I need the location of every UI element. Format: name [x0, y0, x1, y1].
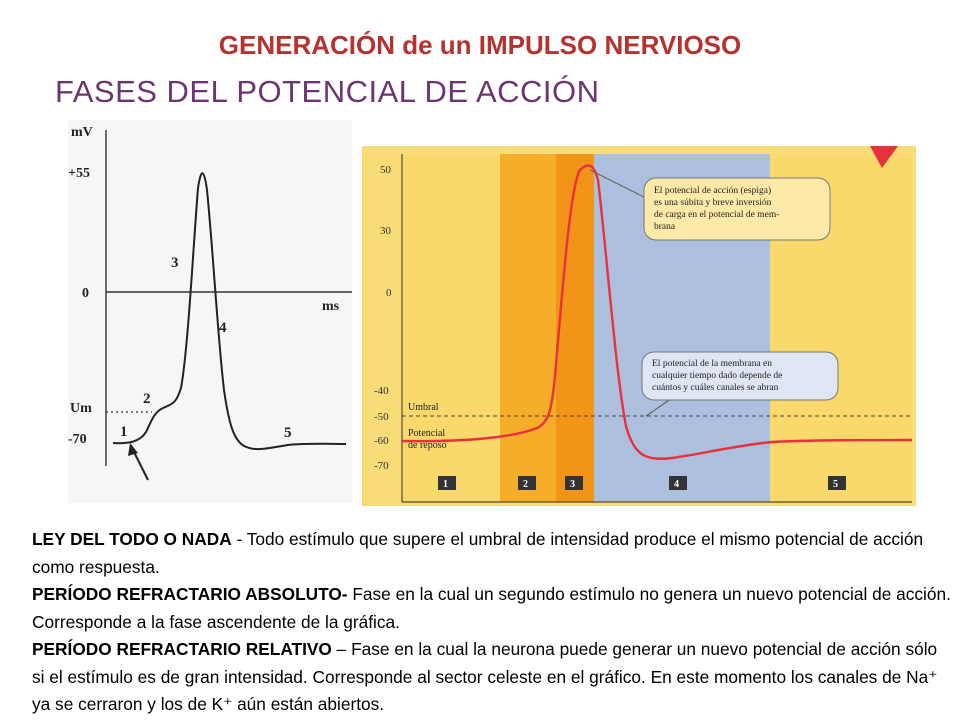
section-subtitle: FASES DEL POTENCIAL DE ACCIÓN	[55, 74, 600, 109]
left-potential-curve	[112, 172, 347, 451]
right-tick-0: 0	[386, 287, 392, 299]
phase-band-3	[556, 154, 594, 502]
left-figure-background	[68, 120, 352, 503]
left-phase-1: 1	[120, 424, 128, 440]
callout-top-line-1: El potencial de acción (espiga)	[654, 185, 771, 196]
left-tick-plus55: +55	[68, 166, 90, 181]
phase-box-5-label: 5	[833, 479, 838, 490]
left-tick-um: Um	[70, 401, 92, 416]
left-phase-3: 3	[171, 255, 179, 271]
definition-todo-o-nada: LEY DEL TODO O NADA - Todo estímulo que …	[32, 526, 952, 581]
term-todo-o-nada: LEY DEL TODO O NADA	[32, 529, 232, 549]
left-tick-zero: 0	[82, 286, 89, 301]
callout-top-line-3: de carga en el potencial de mem-	[654, 210, 779, 220]
phase-box-5: 5	[828, 476, 846, 490]
phase-box-3-label: 3	[570, 479, 575, 490]
definition-refractario-relativo: PERÍODO REFRACTARIO RELATIVO – Fase en l…	[32, 636, 952, 719]
left-x-unit: ms	[322, 299, 340, 314]
phase-band-1	[402, 154, 500, 502]
right-action-potential-diagram: 50 30 0 -40 -50 -60 -70 Umbral Potencial…	[362, 146, 916, 506]
sep-todo-o-nada: -	[231, 529, 247, 549]
phase-box-4: 4	[669, 476, 687, 490]
right-tick-minus70: -70	[374, 460, 389, 472]
callout-bottom-line-3: cuántos y cuáles canales se abran	[652, 383, 779, 393]
reposo-label-1: Potencial	[408, 428, 445, 439]
phase-box-3: 3	[565, 476, 583, 490]
stimulus-arrow	[132, 449, 149, 481]
callout-top-line-2: es una súbita y breve inversión	[654, 198, 772, 208]
right-tick-minus50: -50	[374, 411, 389, 423]
term-refractario-relativo: PERÍODO REFRACTARIO RELATIVO	[32, 639, 332, 659]
left-action-potential-diagram: mV +55 0 ms Um -70 1 2 3 4 5	[68, 120, 352, 503]
right-tick-minus40: -40	[374, 385, 389, 397]
text-refractario-absoluto: Fase en la cual un segundo estímulo no g…	[32, 584, 951, 632]
corner-marker-icon	[870, 146, 898, 168]
term-refractario-absoluto: PERÍODO REFRACTARIO ABSOLUTO-	[32, 584, 348, 604]
phase-box-4-label: 4	[674, 479, 679, 490]
left-phase-2: 2	[143, 391, 151, 407]
left-tick-minus70: -70	[68, 432, 87, 447]
phase-box-1-label: 1	[443, 479, 448, 490]
callout-bottom-box	[641, 351, 839, 401]
callout-top-box	[643, 177, 831, 241]
right-tick-50: 50	[380, 164, 392, 176]
definition-refractario-absoluto: PERÍODO REFRACTARIO ABSOLUTO- Fase en la…	[32, 581, 952, 636]
stimulus-arrow-head	[128, 443, 138, 456]
callout-top-pointer	[589, 169, 647, 199]
definitions-block: LEY DEL TODO O NADA - Todo estímulo que …	[32, 526, 952, 719]
phase-box-2-label: 2	[523, 479, 528, 490]
umbral-label: Umbral	[408, 402, 439, 413]
left-phase-5: 5	[284, 425, 292, 441]
left-y-unit: mV	[71, 125, 93, 140]
phase-box-1: 1	[438, 476, 456, 490]
callout-top-line-4: brana	[654, 222, 676, 232]
phase-band-2	[500, 154, 556, 502]
right-tick-minus60: -60	[374, 435, 389, 447]
text-todo-o-nada: Todo estímulo que supere el umbral de in…	[32, 529, 924, 577]
phase-box-2: 2	[518, 476, 536, 490]
text-refractario-relativo: Fase en la cual la neurona puede generar…	[32, 639, 938, 714]
right-tick-30: 30	[380, 225, 392, 237]
left-phase-4: 4	[219, 320, 227, 336]
callout-bottom-line-1: El potencial de la membrana en	[652, 359, 772, 369]
reposo-label-2: de reposo	[408, 440, 447, 451]
sep-refractario-relativo: –	[331, 639, 352, 659]
page-title: GENERACIÓN de un IMPULSO NERVIOSO	[218, 30, 742, 60]
right-potential-curve	[401, 164, 913, 460]
callout-bottom-line-2: cualquier tiempo dado depende de	[652, 371, 782, 381]
